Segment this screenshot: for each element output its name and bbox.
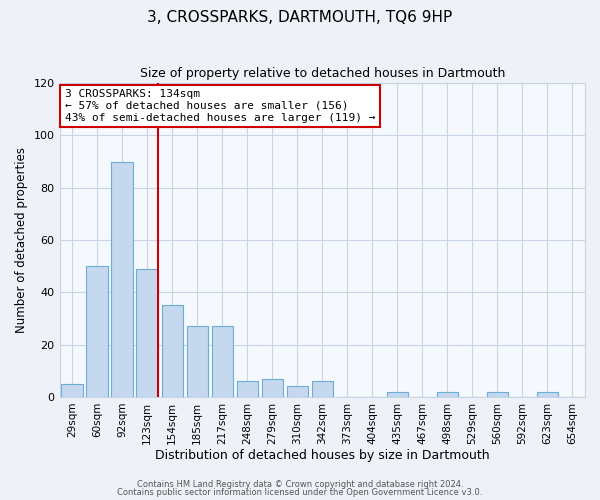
Bar <box>487 392 508 397</box>
X-axis label: Distribution of detached houses by size in Dartmouth: Distribution of detached houses by size … <box>155 450 490 462</box>
Title: Size of property relative to detached houses in Dartmouth: Size of property relative to detached ho… <box>140 68 505 80</box>
Text: Contains HM Land Registry data © Crown copyright and database right 2024.: Contains HM Land Registry data © Crown c… <box>137 480 463 489</box>
Bar <box>61 384 83 397</box>
Y-axis label: Number of detached properties: Number of detached properties <box>15 147 28 333</box>
Bar <box>86 266 108 397</box>
Bar <box>437 392 458 397</box>
Bar <box>161 306 183 397</box>
Text: 3, CROSSPARKS, DARTMOUTH, TQ6 9HP: 3, CROSSPARKS, DARTMOUTH, TQ6 9HP <box>148 10 452 25</box>
Bar <box>187 326 208 397</box>
Bar <box>387 392 408 397</box>
Bar <box>287 386 308 397</box>
Text: 3 CROSSPARKS: 134sqm
← 57% of detached houses are smaller (156)
43% of semi-deta: 3 CROSSPARKS: 134sqm ← 57% of detached h… <box>65 90 375 122</box>
Bar <box>136 269 158 397</box>
Bar <box>262 378 283 397</box>
Text: Contains public sector information licensed under the Open Government Licence v3: Contains public sector information licen… <box>118 488 482 497</box>
Bar <box>537 392 558 397</box>
Bar <box>236 382 258 397</box>
Bar <box>212 326 233 397</box>
Bar <box>311 382 333 397</box>
Bar <box>112 162 133 397</box>
